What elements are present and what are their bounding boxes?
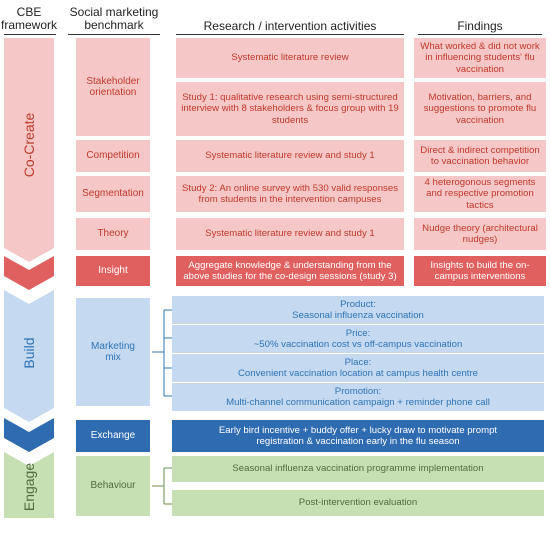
header-benchmark: Social marketing benchmark <box>69 5 159 32</box>
finding-theory: Nudge theory (architectural nudges) <box>414 218 546 250</box>
build-arrow <box>4 290 54 422</box>
activity-evaluation: Post-intervention evaluation <box>172 490 544 516</box>
benchmark-stakeholder: Stakeholder orientation <box>76 38 150 136</box>
activity-exchange: Early bird incentive + buddy offer + luc… <box>172 420 544 452</box>
benchmark-competition: Competition <box>76 140 150 172</box>
activity-insight: Aggregate knowledge & understanding from… <box>176 256 404 286</box>
benchmark-behaviour: Behaviour <box>76 456 150 516</box>
benchmark-marketing-mix: Marketing mix <box>76 298 150 406</box>
header-activities: Research / intervention activities <box>203 19 377 33</box>
mix-promotion: Promotion: Multi-channel communication c… <box>172 383 544 411</box>
cocreate-chevron <box>4 256 54 290</box>
header-findings: Findings <box>457 19 503 33</box>
benchmark-insight: Insight <box>76 256 150 286</box>
header-cbe: CBE framework <box>0 5 57 32</box>
finding-segments: 4 heterogonous segments and respective p… <box>414 176 546 212</box>
mix-promotion-title: Promotion: <box>334 385 382 397</box>
benchmark-segmentation: Segmentation <box>76 176 150 212</box>
mix-product-text: Seasonal influenza vaccination <box>292 310 424 321</box>
header-cbe-underline <box>4 34 56 35</box>
header-benchmark-underline <box>68 34 160 35</box>
stage-build-label: Build <box>21 337 37 369</box>
mix-place-text: Convenient vaccination location at campu… <box>238 368 478 379</box>
activity-study1: Study 1: qualitative research using semi… <box>176 82 404 136</box>
activity-implementation: Seasonal influenza vaccination programme… <box>172 456 544 482</box>
header-findings-underline <box>418 34 542 35</box>
engage-arrow <box>4 452 54 518</box>
mix-place: Place: Convenient vaccination location a… <box>172 354 544 382</box>
activity-theory: Systematic literature review and study 1 <box>176 218 404 250</box>
stage-arrows <box>4 38 172 518</box>
mix-price-text: ~50% vaccination cost vs off-campus vacc… <box>253 339 463 350</box>
header-activities-underline <box>176 34 404 35</box>
mix-product-title: Product: <box>340 298 376 310</box>
finding-insight: Insights to build the on-campus interven… <box>414 256 546 286</box>
activity-competition: Systematic literature review and study 1 <box>176 140 404 172</box>
benchmark-exchange: Exchange <box>76 420 150 452</box>
mix-place-title: Place: <box>344 356 372 368</box>
mix-price: Price: ~50% vaccination cost vs off-camp… <box>172 325 544 353</box>
finding-competition: Direct & indirect competition to vaccina… <box>414 140 546 172</box>
mix-product: Product: Seasonal influenza vaccination <box>172 296 544 324</box>
stage-cocreate-label: Co-Create <box>21 112 37 178</box>
stage-engage-label: Engage <box>21 462 37 512</box>
build-chevron <box>4 418 54 452</box>
activity-slr: Systematic literature review <box>176 38 404 78</box>
finding-motivation: Motivation, barriers, and suggestions to… <box>414 82 546 136</box>
benchmark-theory: Theory <box>76 218 150 250</box>
cocreate-arrow <box>4 38 54 262</box>
activity-study2: Study 2: An online survey with 530 valid… <box>176 176 404 212</box>
finding-what-worked: What worked & did not work in influencin… <box>414 38 546 78</box>
mix-promotion-text: Multi-channel communication campaign + r… <box>226 397 490 408</box>
mix-price-title: Price: <box>345 327 371 339</box>
